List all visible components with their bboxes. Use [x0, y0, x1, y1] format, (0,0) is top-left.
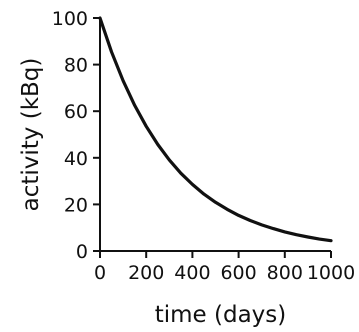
- y-tick-label: 80: [64, 55, 88, 77]
- y-axis-ticks: 0 20 40 60 80 100: [52, 8, 100, 263]
- x-axis-title: time (days): [155, 302, 287, 328]
- y-tick-label: 40: [64, 148, 88, 170]
- x-tick-label: 800: [267, 262, 303, 284]
- y-tick-label: 20: [64, 194, 88, 216]
- y-axis-title: activity (kBq): [18, 58, 44, 212]
- x-tick-label: 200: [128, 262, 164, 284]
- x-tick-label: 600: [220, 262, 256, 284]
- x-tick-label: 0: [94, 262, 106, 284]
- series-line-activity: [98, 16, 333, 243]
- y-tick-label: 100: [52, 8, 88, 30]
- y-tick-label: 0: [76, 241, 88, 263]
- x-tick-label: 1000: [307, 262, 355, 284]
- x-axis-ticks: 0 200 400 600 800 1000: [94, 251, 355, 284]
- x-tick-label: 400: [174, 262, 210, 284]
- y-tick-label: 60: [64, 101, 88, 123]
